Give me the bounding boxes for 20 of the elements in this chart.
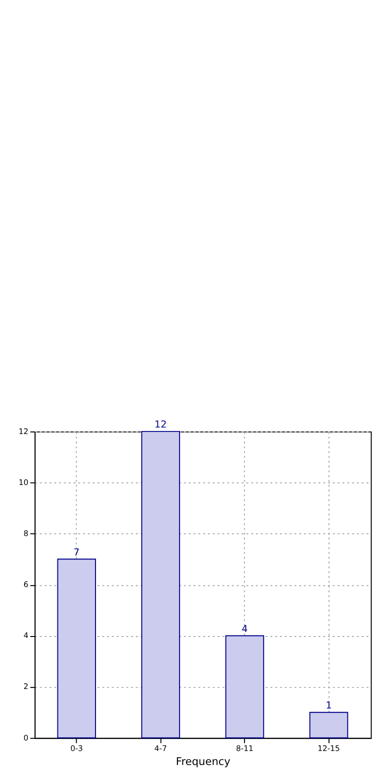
y-tick-label: 8 bbox=[23, 528, 28, 538]
data-label: 1 bbox=[326, 700, 332, 712]
bar bbox=[309, 712, 348, 738]
x-tick-label: 12-15 bbox=[318, 744, 340, 753]
data-label: 12 bbox=[154, 420, 167, 431]
x-tick-label: 8-11 bbox=[236, 744, 254, 753]
x-tick-label: 0-3 bbox=[70, 744, 83, 753]
y-tick-label: 10 bbox=[18, 478, 28, 487]
x-axis-title: Frequency bbox=[176, 756, 230, 768]
bar bbox=[141, 430, 180, 738]
data-label: 7 bbox=[74, 547, 80, 558]
bar bbox=[57, 558, 96, 738]
bar bbox=[225, 635, 264, 738]
data-label: 4 bbox=[242, 624, 248, 635]
y-tick-label: 6 bbox=[23, 580, 28, 590]
y-tick-label: 0 bbox=[23, 733, 28, 742]
y-tick-label: 2 bbox=[23, 682, 28, 692]
x-tick-label: 4-7 bbox=[154, 744, 168, 753]
y-tick-label: 12 bbox=[18, 426, 28, 436]
y-tick-label: 4 bbox=[23, 631, 28, 640]
